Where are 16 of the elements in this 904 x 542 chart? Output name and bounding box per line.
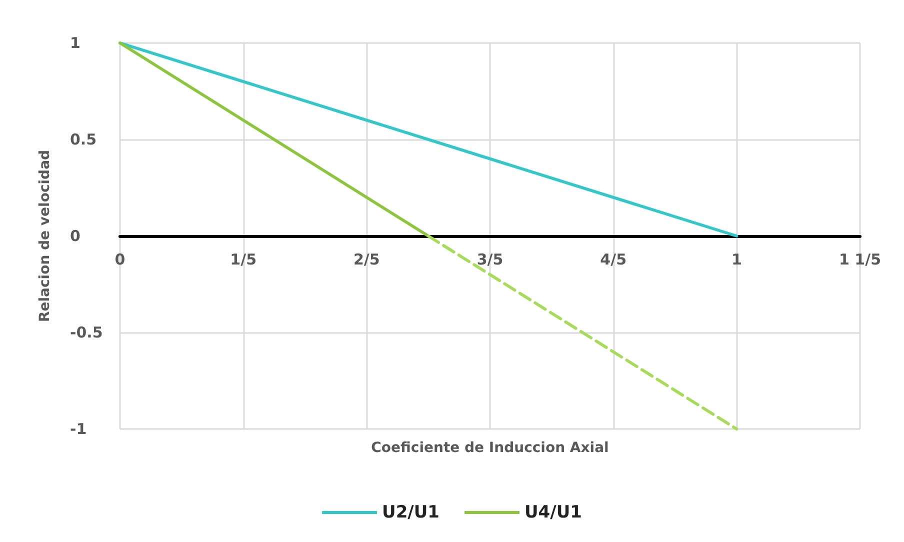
x-tick-label: 2/5 xyxy=(353,250,380,268)
x-tick-label: 1 1/5 xyxy=(838,250,882,268)
x-tick-label: 1/5 xyxy=(230,250,257,268)
x-tick-label: 4/5 xyxy=(600,250,627,268)
y-axis-title: Relacion de velocidad xyxy=(37,150,53,322)
y-tick-label: -0.5 xyxy=(70,324,103,342)
y-tick-label: 0 xyxy=(70,227,80,245)
y-tick-label: 1 xyxy=(70,34,80,52)
x-axis-title: Coeficiente de Induccion Axial xyxy=(371,440,609,456)
y-tick-label: 0.5 xyxy=(70,130,97,148)
y-tick-label: -1 xyxy=(70,420,87,438)
x-tick-label: 1 xyxy=(731,250,742,268)
x-tick-label: 0 xyxy=(114,250,126,268)
legend-label: U2/U1 xyxy=(382,502,440,522)
legend-label: U4/U1 xyxy=(524,502,582,522)
x-tick-label: 3/5 xyxy=(476,250,504,268)
